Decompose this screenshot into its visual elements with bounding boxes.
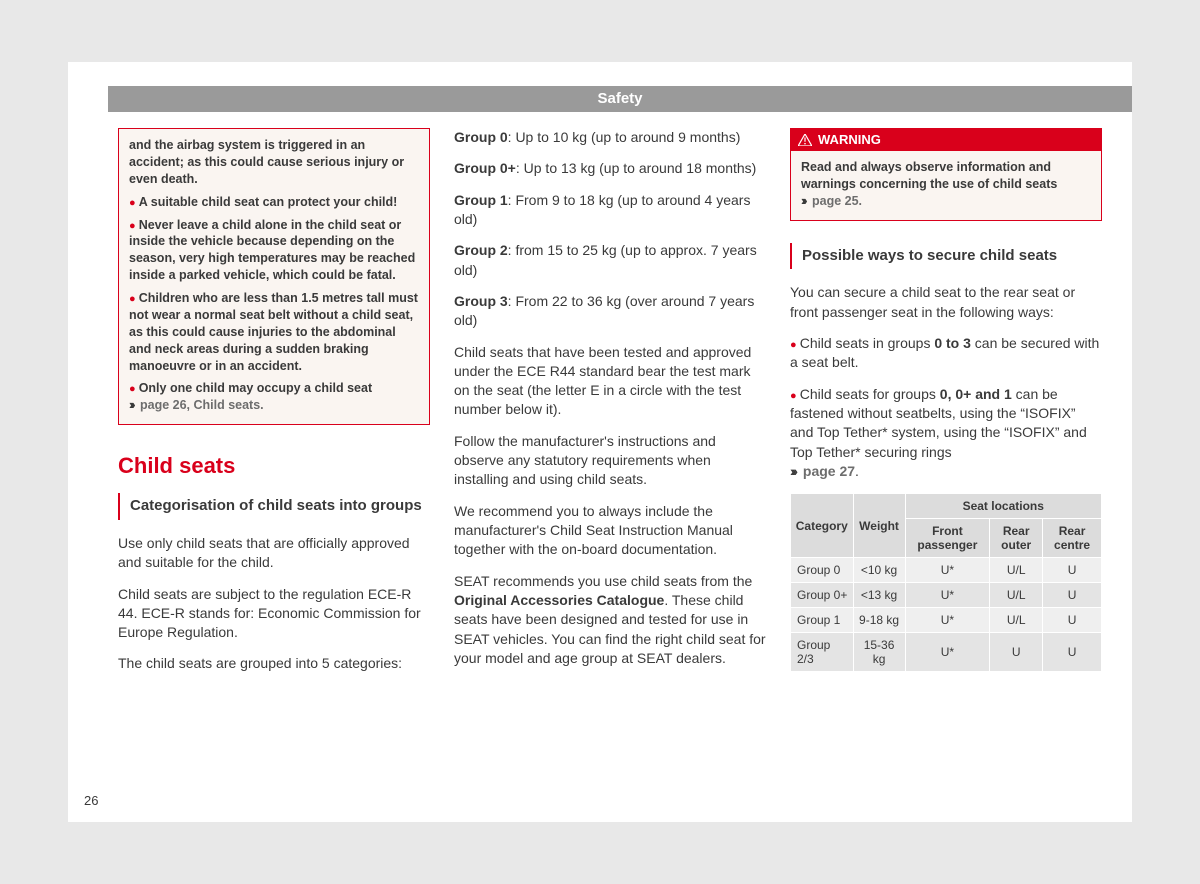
warning-title: WARNING: [818, 132, 881, 147]
group-definition: Group 1: From 9 to 18 kg (up to around 4…: [454, 191, 766, 230]
table-cell: U*: [905, 608, 990, 633]
table-header: Category: [791, 494, 854, 558]
columns: and the airbag system is triggered in an…: [118, 128, 1102, 772]
warning-bullet: Only one child may occupy a child seat ›…: [129, 380, 419, 414]
table-cell: U*: [905, 583, 990, 608]
page-number: 26: [84, 793, 98, 808]
table-cell: U/L: [990, 608, 1043, 633]
warning-bullet-text: Only one child may occupy a child seat: [139, 381, 372, 395]
group-definition: Group 3: From 22 to 36 kg (over around 7…: [454, 292, 766, 331]
manual-page: Safety and the airbag system is triggere…: [68, 62, 1132, 822]
warning-bullet: Children who are less than 1.5 metres ta…: [129, 290, 419, 374]
table-cell: U*: [905, 558, 990, 583]
warning-body-text: Read and always observe information and …: [801, 160, 1057, 191]
table-header: Weight: [853, 494, 905, 558]
group-name: Group 0: [454, 129, 508, 145]
warning-bullet: A suitable child seat can protect your c…: [129, 194, 419, 211]
body-text: SEAT recommends you use child seats from…: [454, 573, 752, 589]
table-cell: 9-18 kg: [853, 608, 905, 633]
column-3: WARNING Read and always observe informat…: [790, 128, 1102, 772]
group-name: Group 0+: [454, 160, 516, 176]
bullet-text-bold: 0, 0+ and 1: [940, 386, 1012, 402]
crossref-period: .: [260, 398, 263, 412]
table-cell: <10 kg: [853, 558, 905, 583]
group-name: Group 3: [454, 293, 508, 309]
subsection-heading: Possible ways to secure child seats: [790, 243, 1102, 270]
table-cell: Group 2/3: [791, 633, 854, 672]
bullet-text: Child seats in groups: [800, 335, 935, 351]
list-bullet: Child seats in groups 0 to 3 can be secu…: [790, 334, 1102, 373]
body-paragraph: The child seats are grouped into 5 categ…: [118, 654, 430, 673]
body-paragraph: Child seats are subject to the regulatio…: [118, 585, 430, 643]
table-super-header-row: Category Weight Seat locations: [791, 494, 1102, 519]
body-text-bold: Original Accessories Catalogue: [454, 592, 664, 608]
crossref-link[interactable]: page 27: [803, 463, 855, 479]
group-desc: : Up to 13 kg (up to around 18 months): [516, 160, 756, 176]
table-cell: 15-36 kg: [853, 633, 905, 672]
warning-header: WARNING: [790, 128, 1102, 151]
warning-bullet: Never leave a child alone in the child s…: [129, 217, 419, 285]
table-header: Rear outer: [990, 519, 1043, 558]
bullet-text-bold: 0 to 3: [934, 335, 971, 351]
crossref-period: .: [859, 194, 862, 208]
body-paragraph: You can secure a child seat to the rear …: [790, 283, 1102, 322]
body-paragraph: Follow the manufacturer's instructions a…: [454, 432, 766, 490]
table-header: Rear centre: [1043, 519, 1102, 558]
table-cell: <13 kg: [853, 583, 905, 608]
section-heading: Child seats: [118, 453, 430, 479]
body-paragraph: We recommend you to always include the m…: [454, 502, 766, 560]
warning-body: Read and always observe information and …: [790, 151, 1102, 221]
table-cell: Group 0: [791, 558, 854, 583]
table-cell: U: [1043, 558, 1102, 583]
crossref-arrow-icon: ›››: [790, 463, 795, 479]
list-bullet: Child seats for groups 0, 0+ and 1 can b…: [790, 385, 1102, 482]
crossref-arrow-icon: ›››: [129, 398, 133, 412]
crossref-link[interactable]: page 26, Child seats: [140, 398, 260, 412]
table-cell: Group 1: [791, 608, 854, 633]
warning-continuation-box: and the airbag system is triggered in an…: [118, 128, 430, 425]
group-desc: : Up to 10 kg (up to around 9 months): [508, 129, 741, 145]
seat-locations-table: Category Weight Seat locations Front pas…: [790, 493, 1102, 672]
group-definition: Group 2: from 15 to 25 kg (up to approx.…: [454, 241, 766, 280]
body-paragraph: SEAT recommends you use child seats from…: [454, 572, 766, 669]
bullet-text: Child seats for groups: [800, 386, 940, 402]
group-name: Group 2: [454, 242, 508, 258]
spacer: [790, 221, 1102, 243]
page-header: Safety: [108, 86, 1132, 112]
table-super-header: Seat locations: [905, 494, 1101, 519]
body-paragraph: Child seats that have been tested and ap…: [454, 343, 766, 420]
warning-triangle-icon: [798, 134, 812, 146]
table-row: Group 0 <10 kg U* U/L U: [791, 558, 1102, 583]
table-cell: U: [1043, 633, 1102, 672]
crossref-link[interactable]: page 25: [812, 194, 859, 208]
table-row: Group 1 9-18 kg U* U/L U: [791, 608, 1102, 633]
table-cell: U: [1043, 608, 1102, 633]
column-1: and the airbag system is triggered in an…: [118, 128, 430, 772]
crossref-arrow-icon: ›››: [801, 194, 805, 208]
column-2: Group 0: Up to 10 kg (up to around 9 mon…: [454, 128, 766, 772]
crossref-period: .: [855, 463, 859, 479]
table-cell: U: [990, 633, 1043, 672]
table-cell: U/L: [990, 558, 1043, 583]
table-cell: Group 0+: [791, 583, 854, 608]
warning-lead-text: and the airbag system is triggered in an…: [129, 137, 419, 188]
group-definition: Group 0: Up to 10 kg (up to around 9 mon…: [454, 128, 766, 147]
table-cell: U/L: [990, 583, 1043, 608]
group-definition: Group 0+: Up to 13 kg (up to around 18 m…: [454, 159, 766, 178]
body-paragraph: Use only child seats that are officially…: [118, 534, 430, 573]
table-cell: U: [1043, 583, 1102, 608]
subsection-heading: Categorisation of child seats into group…: [118, 493, 430, 520]
table-cell: U*: [905, 633, 990, 672]
table-row: Group 0+ <13 kg U* U/L U: [791, 583, 1102, 608]
table-row: Group 2/3 15-36 kg U* U U: [791, 633, 1102, 672]
group-name: Group 1: [454, 192, 508, 208]
table-header: Front passenger: [905, 519, 990, 558]
